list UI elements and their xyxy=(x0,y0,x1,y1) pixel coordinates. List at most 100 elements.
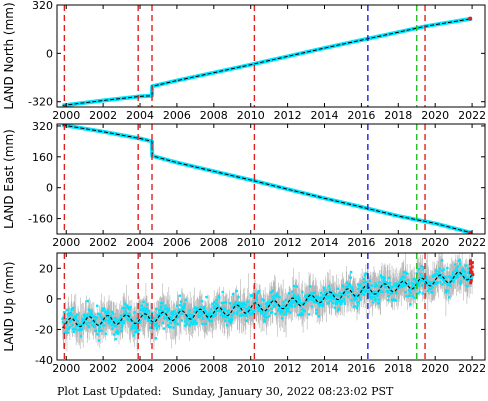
data-point xyxy=(138,328,141,332)
y-axis: -40 -20 0 20 xyxy=(35,262,485,367)
data-point xyxy=(62,311,66,314)
data-point xyxy=(79,328,82,332)
data-point xyxy=(175,316,178,319)
data-point xyxy=(467,277,470,280)
data-point xyxy=(319,298,323,301)
data-point xyxy=(287,307,290,310)
data-point xyxy=(145,303,149,306)
data-point xyxy=(204,310,208,313)
data-point xyxy=(295,302,299,305)
data-point xyxy=(98,328,101,331)
data-point xyxy=(352,294,356,298)
data-point xyxy=(144,315,147,318)
data-point xyxy=(273,294,277,297)
data-point xyxy=(435,270,438,273)
data-point xyxy=(458,258,461,262)
data-point xyxy=(329,295,333,298)
data-point xyxy=(107,311,110,314)
data-point xyxy=(279,305,282,309)
data-point xyxy=(62,317,65,320)
data-point xyxy=(339,298,342,301)
data-point xyxy=(414,279,418,283)
data-point xyxy=(411,294,414,298)
y-axis: -160 0 160 320 xyxy=(28,120,485,226)
data-point xyxy=(298,298,301,302)
data-point xyxy=(66,331,69,334)
data-point xyxy=(197,314,200,317)
data-point xyxy=(264,302,268,306)
data-point xyxy=(349,284,352,287)
data-point xyxy=(323,288,326,291)
y-tick-label: -40 xyxy=(35,354,53,367)
data-point xyxy=(103,310,107,313)
data-point xyxy=(272,297,276,300)
data-point xyxy=(259,306,262,309)
y-axis-label: LAND Up (mm) xyxy=(2,261,16,351)
data-point xyxy=(192,323,195,326)
x-tick-label: 2018 xyxy=(384,236,412,249)
data-point xyxy=(78,324,81,327)
x-tick-label: 2008 xyxy=(200,362,228,375)
data-point xyxy=(315,308,318,312)
data-point xyxy=(460,270,464,273)
data-point xyxy=(234,306,237,309)
data-point xyxy=(102,324,106,327)
data-point xyxy=(346,295,350,298)
recent-point xyxy=(468,259,472,263)
data-point xyxy=(259,304,262,307)
data-point xyxy=(80,324,83,327)
data-point xyxy=(287,292,291,295)
data-point xyxy=(367,292,371,296)
data-point xyxy=(96,304,99,307)
data-point xyxy=(255,296,258,299)
data-point xyxy=(104,319,107,322)
data-point xyxy=(332,297,336,301)
data-point xyxy=(238,309,242,312)
data-point xyxy=(270,307,273,310)
data-point xyxy=(275,292,279,295)
data-point xyxy=(216,304,219,307)
data-point xyxy=(386,282,389,285)
data-point xyxy=(130,326,134,329)
data-point xyxy=(377,298,381,301)
data-point xyxy=(446,266,449,270)
data-point xyxy=(234,302,237,306)
data-point xyxy=(79,334,83,338)
data-point xyxy=(165,316,169,319)
data-point xyxy=(349,276,352,279)
data-point xyxy=(94,321,97,324)
data-point xyxy=(377,301,380,305)
data-point xyxy=(70,308,74,311)
data-point xyxy=(284,310,288,314)
recent-point xyxy=(469,262,473,266)
x-axis: 2000 2002 2004 2006 2008 2010 2012 2014 2016 2018… xyxy=(52,5,486,122)
y-tick-label: 0 xyxy=(46,47,53,60)
recent-point xyxy=(468,231,473,234)
data-point xyxy=(357,287,360,291)
data-point xyxy=(132,323,136,327)
data-point xyxy=(358,284,361,288)
data-point xyxy=(413,283,417,286)
data-point xyxy=(69,311,72,315)
data-point xyxy=(383,280,386,283)
data-point xyxy=(293,293,296,297)
data-point xyxy=(222,309,226,312)
data-point xyxy=(323,293,327,297)
data-point xyxy=(236,303,239,306)
x-axis: 2000 2002 2004 2006 2008 2010 2012 2014 2016 2018… xyxy=(52,124,486,249)
data-point xyxy=(409,291,413,295)
data-point xyxy=(390,285,393,288)
data-point xyxy=(342,297,345,300)
data-point xyxy=(179,304,182,307)
data-point xyxy=(142,306,146,310)
data-point xyxy=(362,277,366,281)
data-point xyxy=(249,308,252,311)
data-point xyxy=(248,306,251,309)
data-point xyxy=(269,311,272,315)
data-point xyxy=(86,314,90,318)
data-point xyxy=(173,322,176,325)
data-point xyxy=(185,322,189,325)
data-point xyxy=(283,306,287,310)
data-point xyxy=(113,316,117,320)
data-point xyxy=(381,283,384,286)
